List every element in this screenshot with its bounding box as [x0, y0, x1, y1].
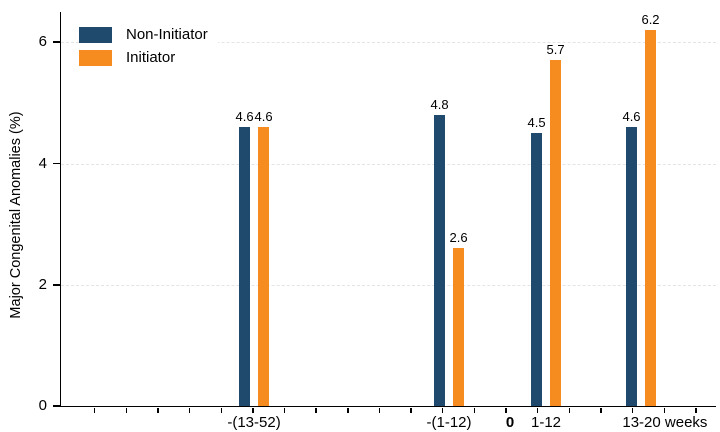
- x-tick: [378, 407, 381, 413]
- x-tick: [663, 407, 665, 413]
- gridline-y6: [61, 42, 716, 44]
- x-tick: [220, 407, 222, 413]
- x-tick: [188, 407, 191, 413]
- x-tick: [157, 407, 159, 413]
- gridline-y2: [61, 284, 716, 286]
- y-tick-label: 6: [38, 33, 47, 51]
- bar-non-initiator: [626, 127, 637, 406]
- bar-value-label: 4.6: [254, 109, 273, 125]
- y-tick-label: 4: [38, 154, 47, 172]
- y-tick-label: 2: [38, 275, 47, 293]
- x-tick: [94, 407, 96, 413]
- x-tick: [568, 407, 570, 413]
- x-tick: [125, 407, 128, 413]
- bar-non-initiator: [434, 115, 446, 406]
- x-category-label-13-20-weeks: 13-20 weeks: [622, 414, 708, 431]
- plot-area: Non-Initiator Initiator 0 2 4 6 -(13-52) -(1-…: [39, 12, 716, 431]
- legend-item-non-initiator: Non-Initiator: [79, 26, 208, 43]
- y-tick: [53, 283, 61, 286]
- legend-label-non-initiator: Non-Initiator: [126, 26, 208, 43]
- x-tick: [410, 407, 412, 413]
- legend: Non-Initiator Initiator: [79, 24, 218, 68]
- legend-swatch-non-initiator: [79, 26, 112, 43]
- bar-value-label: 6.2: [641, 12, 660, 28]
- gridline-y4: [61, 163, 716, 165]
- bar-initiator: [645, 30, 656, 406]
- bar-value-label: 4.6: [235, 109, 254, 125]
- bar-value-label: 5.7: [546, 42, 565, 58]
- x-tick: [347, 407, 349, 413]
- x-category-label-1-12: 1-12: [531, 414, 562, 431]
- x-tick: [695, 407, 697, 413]
- bar-value-label: 4.6: [622, 109, 641, 125]
- x-tick: [631, 407, 634, 413]
- y-tick: [53, 405, 61, 407]
- x-tick: [442, 407, 444, 413]
- y-tick: [53, 41, 61, 44]
- bar-value-label: 4.5: [527, 115, 546, 131]
- legend-item-initiator: Initiator: [79, 49, 208, 66]
- x-category-label-0: 0: [505, 414, 515, 431]
- x-tick: [505, 407, 507, 413]
- legend-swatch-initiator: [79, 49, 112, 66]
- legend-label-initiator: Initiator: [126, 49, 176, 66]
- bar-initiator: [258, 127, 270, 406]
- x-tick: [536, 407, 539, 413]
- y-tick: [53, 162, 61, 165]
- x-tick: [283, 407, 286, 413]
- x-tick: [315, 407, 317, 413]
- bar-initiator: [453, 248, 465, 406]
- y-tick-label: 0: [38, 397, 47, 414]
- bar-initiator: [550, 60, 562, 406]
- x-category-label--1-12-: -(1-12): [426, 414, 472, 431]
- x-tick: [600, 407, 602, 413]
- x-tick: [252, 407, 254, 413]
- bar-non-initiator: [531, 133, 543, 406]
- bar-non-initiator: [239, 127, 251, 406]
- x-tick: [473, 407, 476, 413]
- bar-value-label: 2.6: [449, 230, 468, 246]
- x-category-label--13-52-: -(13-52): [227, 414, 281, 431]
- bar-value-label: 4.8: [430, 97, 449, 113]
